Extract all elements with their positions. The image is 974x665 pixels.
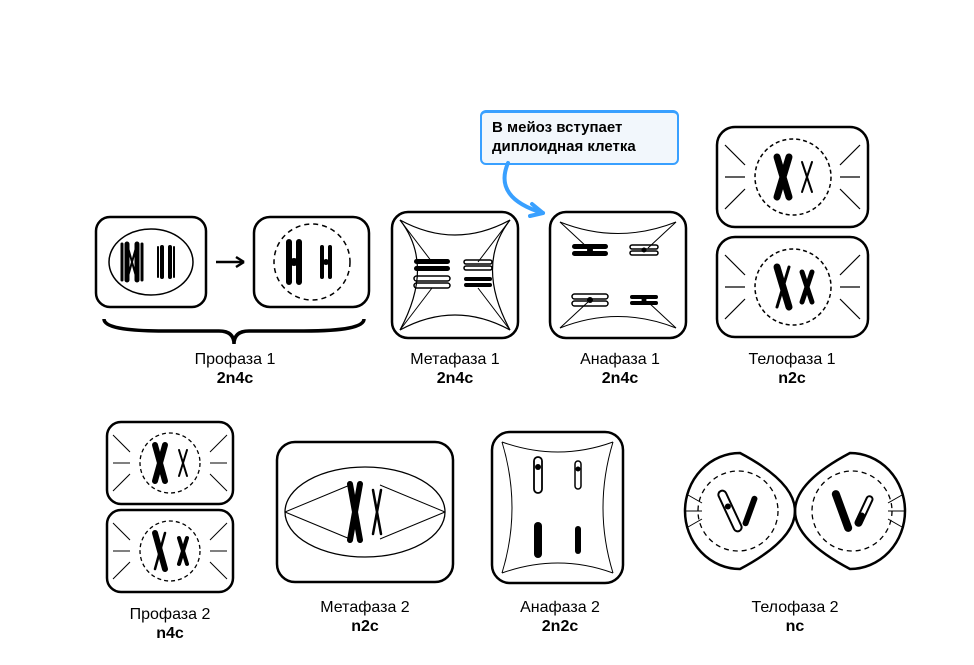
anaphase1-label: Анафаза 1 2n4c [560, 350, 680, 388]
phase-name: Телофаза 1 [727, 350, 857, 370]
prophase1-label: Профаза 1 2n4c [150, 350, 320, 388]
phase-formula: n4c [110, 625, 230, 643]
phase-name: Профаза 2 [110, 605, 230, 625]
phase-formula: n2c [300, 618, 430, 636]
phase-formula: n2c [727, 370, 857, 388]
phase-formula: 2n2c [500, 618, 620, 636]
telophase2-label: Телофаза 2 nc [725, 598, 865, 636]
meiosis-diagram: Профаза 1 2n4c Метафаза 1 2n4c [0, 0, 974, 665]
phase-formula: 2n4c [395, 370, 515, 388]
anaphase2-label: Анафаза 2 2n2c [500, 598, 620, 636]
phase-name: Телофаза 2 [725, 598, 865, 618]
telophase1-label: Телофаза 1 n2c [727, 350, 857, 388]
prophase2-figure [105, 420, 235, 595]
phase-name: Анафаза 1 [560, 350, 680, 370]
phase-name: Метафаза 1 [395, 350, 515, 370]
phase-formula: 2n4c [150, 370, 320, 388]
anaphase2-figure [490, 430, 625, 585]
telophase1-figure [715, 125, 870, 340]
phase-name: Профаза 1 [150, 350, 320, 370]
telophase2-figure [680, 445, 910, 580]
phase-formula: 2n4c [560, 370, 680, 388]
prophase2-label: Профаза 2 n4c [110, 605, 230, 643]
metaphase2-figure [275, 440, 455, 585]
metaphase2-label: Метафаза 2 n2c [300, 598, 430, 636]
phase-name: Анафаза 2 [500, 598, 620, 618]
callout-diploid-cell: В мейоз вступает диплоидная клетка [480, 110, 679, 165]
phase-formula: nc [725, 618, 865, 636]
prophase1-figure [94, 209, 374, 344]
metaphase1-label: Метафаза 1 2n4c [395, 350, 515, 388]
phase-name: Метафаза 2 [300, 598, 430, 618]
callout-arrow [488, 158, 578, 238]
